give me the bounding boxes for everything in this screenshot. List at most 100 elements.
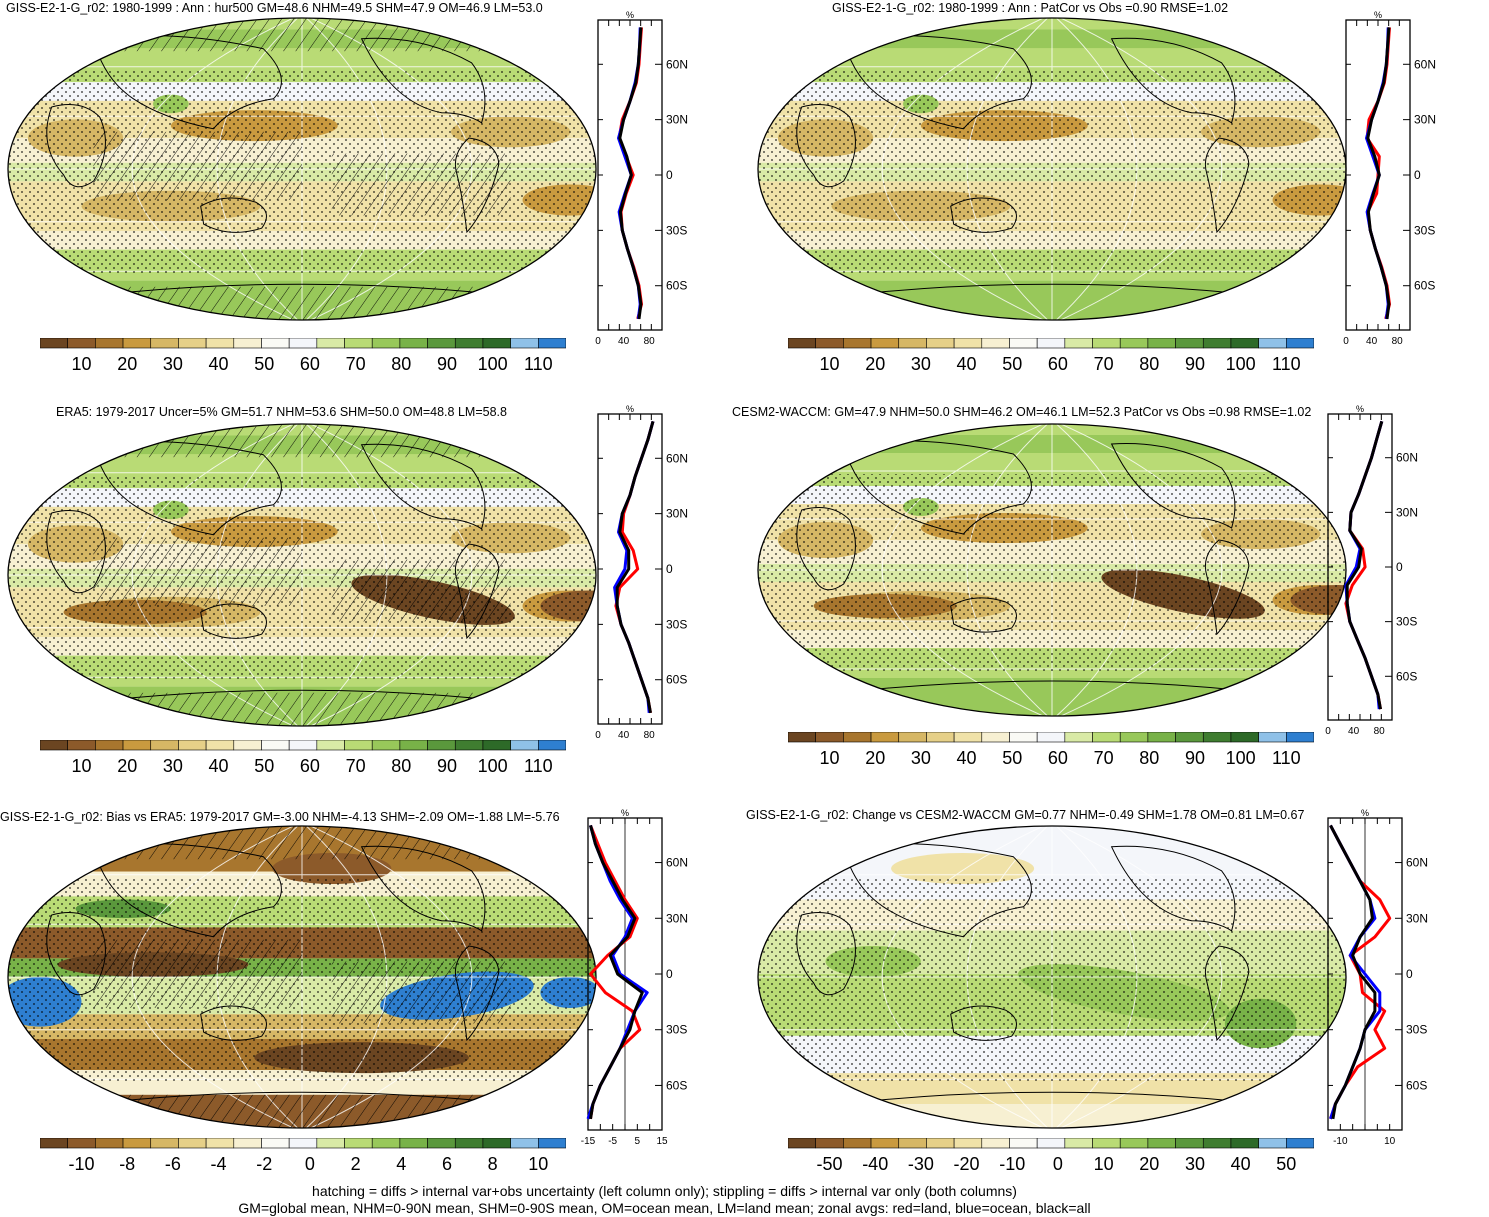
profile-x-tick-label: 40 xyxy=(1366,336,1378,347)
colorbar-tick-label: 40 xyxy=(1231,1154,1251,1174)
profile-y-tick-label: 60N xyxy=(1396,451,1418,465)
colorbar-swatch xyxy=(981,732,1010,743)
colorbar: 10 20 30 40 50 60 70 80 90 100 110 xyxy=(40,740,566,776)
zonal-profile: % 60N 30N 0 30S 60S 0 40 80 xyxy=(595,10,688,347)
colorbar-tick-label: 10 xyxy=(820,354,840,374)
profile-y-tick-label: 60N xyxy=(666,856,688,870)
colorbar-swatch xyxy=(1286,732,1314,743)
colorbar-tick-label: 10 xyxy=(528,1154,548,1174)
colorbar-tick-label: 20 xyxy=(865,354,885,374)
colorbar: -50 -40 -30 -20 -10 0 10 20 30 40 50 xyxy=(788,1138,1314,1174)
colorbar-swatch xyxy=(1286,338,1314,349)
colorbar-tick-label: 6 xyxy=(442,1154,452,1174)
colorbar-swatch xyxy=(1064,732,1093,743)
colorbar-swatch xyxy=(178,1138,207,1149)
colorbar-swatch xyxy=(538,338,566,349)
colorbar-tick-label: 40 xyxy=(957,748,977,768)
map-field xyxy=(8,424,596,726)
colorbar-swatch xyxy=(1119,732,1149,743)
colorbar-tick-label: 10 xyxy=(820,748,840,768)
profile-y-tick-label: 60S xyxy=(666,673,687,687)
map-feature xyxy=(891,853,1035,884)
colorbar-swatch xyxy=(454,1138,484,1149)
profile-unit-label: % xyxy=(621,808,629,818)
profile-x-tick-label: 15 xyxy=(656,1136,668,1147)
colorbar-swatch xyxy=(288,740,318,751)
colorbar-swatch xyxy=(205,1138,235,1149)
colorbar: 10 20 30 40 50 60 70 80 90 100 110 xyxy=(788,338,1314,374)
colorbar-swatch xyxy=(288,1138,318,1149)
colorbar-swatch xyxy=(1036,732,1066,743)
colorbar-swatch xyxy=(371,740,401,751)
coastline-north-america xyxy=(1110,443,1236,529)
zonal-profile: % 60N 30N 0 30S 60S -15 -5 5 15 xyxy=(581,808,688,1147)
coastline-africa xyxy=(46,912,106,996)
hatching xyxy=(8,286,596,320)
colorbar-tick-label: 30 xyxy=(1185,1154,1205,1174)
profile-x-tick-label: 0 xyxy=(1325,726,1331,737)
colorbar-swatch xyxy=(150,740,179,751)
colorbar-tick-label: 80 xyxy=(391,354,411,374)
colorbar-swatch xyxy=(40,338,68,349)
hatching xyxy=(93,131,303,200)
zonal-profile: % 60N 30N 0 30S 60S 0 40 80 xyxy=(595,404,688,741)
coastline-australia xyxy=(950,1005,1017,1041)
colorbar-swatch xyxy=(150,1138,179,1149)
colorbar-tick-label: 80 xyxy=(391,756,411,776)
colorbar-tick-label: -10 xyxy=(69,1154,95,1174)
profile-y-tick-label: 30N xyxy=(1396,505,1418,519)
colorbar-swatch xyxy=(1092,732,1121,743)
colorbar-swatch xyxy=(1202,1138,1232,1149)
colorbar-tick-label: 110 xyxy=(524,756,553,776)
profile-y-tick-label: 30N xyxy=(1414,113,1436,127)
footer-note-2: GM=global mean, NHM=0-90N mean, SHM=0-90… xyxy=(238,1200,1091,1216)
coastline-eurasia xyxy=(842,842,1032,938)
colorbar-swatch xyxy=(1230,338,1259,349)
hatching xyxy=(331,961,511,1024)
colorbar-swatch xyxy=(843,1138,872,1149)
colorbar-tick-label: 20 xyxy=(865,748,885,768)
colorbar-swatch xyxy=(1230,1138,1259,1149)
colorbar-tick-label: 30 xyxy=(163,756,183,776)
coastline-north-america xyxy=(1110,37,1236,124)
profile-y-tick-label: 30S xyxy=(666,223,687,237)
profile-y-tick-label: 30N xyxy=(666,911,688,925)
colorbar-swatch xyxy=(399,740,428,751)
profile-x-tick-label: 40 xyxy=(618,336,630,347)
colorbar-swatch xyxy=(1119,338,1149,349)
panel-title: GISS-E2-1-G_r02: 1980-1999 : Ann : PatCo… xyxy=(832,1,1229,15)
colorbar-swatch xyxy=(870,1138,900,1149)
map-panel xyxy=(7,423,597,727)
colorbar-tick-label: 50 xyxy=(254,756,274,776)
profile-y-tick-label: 30N xyxy=(1406,911,1428,925)
colorbar-tick-label: 10 xyxy=(72,756,92,776)
colorbar-swatch xyxy=(1064,1138,1093,1149)
profile-y-tick-label: 60S xyxy=(666,279,687,293)
colorbar-swatch xyxy=(815,1138,844,1149)
coastline-south-america xyxy=(454,137,500,234)
colorbar-tick-label: 60 xyxy=(1048,354,1068,374)
profile-series-line xyxy=(615,420,655,714)
colorbar-tick-label: 20 xyxy=(1139,1154,1159,1174)
colorbar-tick-label: 40 xyxy=(957,354,977,374)
profile-y-tick-label: 0 xyxy=(1414,168,1421,182)
profile-y-tick-label: 60N xyxy=(666,57,688,71)
profile-unit-label: % xyxy=(1374,10,1382,20)
map-outline xyxy=(757,423,1347,717)
map-field xyxy=(758,424,1346,716)
coastline-north-america xyxy=(360,443,486,530)
colorbar-swatch xyxy=(1286,1138,1314,1149)
colorbar-swatch xyxy=(482,338,511,349)
colorbar-swatch xyxy=(843,338,872,349)
colorbar-swatch xyxy=(510,338,539,349)
map-panel xyxy=(7,825,597,1129)
profile-unit-label: % xyxy=(1361,808,1369,818)
map-panel xyxy=(757,17,1347,321)
colorbar-swatch xyxy=(40,1138,68,1149)
coastline-australia xyxy=(950,197,1017,233)
colorbar-tick-label: 60 xyxy=(300,354,320,374)
colorbar-tick-label: -4 xyxy=(211,1154,227,1174)
profile-series-line xyxy=(618,27,643,320)
colorbar-tick-label: 50 xyxy=(1002,748,1022,768)
coastline-south-america xyxy=(1204,137,1250,234)
